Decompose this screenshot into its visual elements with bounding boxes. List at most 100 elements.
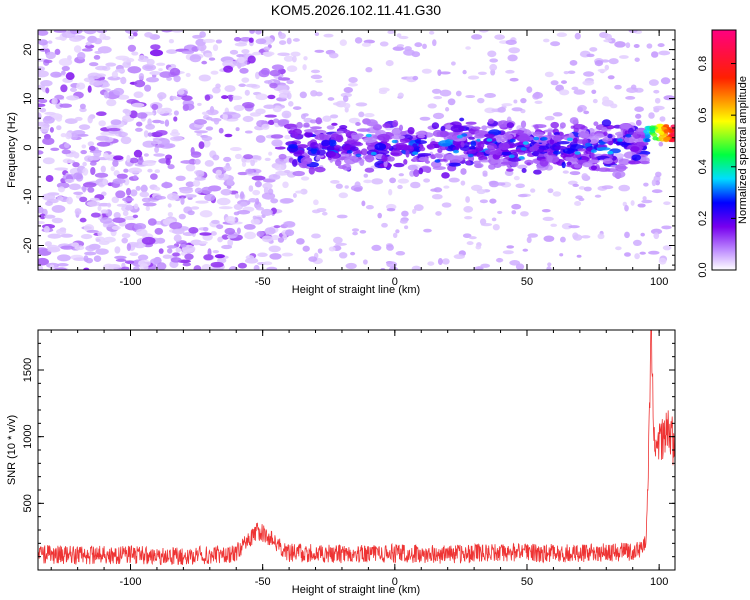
spectrogram-cell [103, 91, 110, 99]
spectrogram-cell [328, 139, 337, 147]
spectrogram-cell [212, 86, 221, 94]
spectrogram-cell [145, 205, 150, 211]
spectrogram-cell [261, 192, 276, 200]
spectrogram-cell [158, 68, 163, 72]
spectrogram-cell [659, 116, 666, 122]
spectrogram-cell [133, 203, 139, 210]
spectrogram-cell [221, 244, 233, 250]
spectrogram-cell [220, 188, 232, 196]
spectrogram-cell [496, 257, 502, 263]
spectrogram-cell [126, 243, 132, 252]
spectrogram-cell [541, 208, 551, 213]
spectrogram-cell [461, 133, 468, 137]
spectrogram-cell [310, 74, 323, 80]
spectrogram-cell [256, 155, 262, 161]
spectrogram-cell [619, 55, 629, 59]
spectrogram-cell [624, 204, 629, 212]
spectrogram-cell [142, 202, 157, 207]
spectrogram-cell [79, 196, 88, 203]
spectrogram-cell [321, 211, 328, 216]
spectrogram-cell [76, 82, 86, 90]
spectrogram-cell [295, 190, 304, 194]
spectrogram-cell [170, 136, 183, 142]
spectrogram-cell [330, 114, 339, 119]
spectrogram-cell [227, 238, 234, 247]
spectrogram-cell [542, 216, 554, 222]
spectrogram-cell [121, 132, 129, 137]
spectrogram-cell [133, 149, 143, 158]
colorbar-ticks: 0.0 0.2 0.4 0.6 0.8 [697, 56, 736, 278]
spectrogram-cell [212, 249, 220, 254]
spectrogram-cell [495, 182, 506, 186]
colorbar-tick-label: 0.8 [697, 56, 709, 71]
spectrogram-cell [130, 189, 138, 197]
spectrogram-y-label: Frequency (Hz) [6, 112, 18, 188]
spectrogram-cell [330, 133, 340, 142]
spectrogram-cell [221, 95, 229, 100]
spectrogram-cell [61, 149, 71, 155]
spectrogram-cell [480, 222, 493, 227]
spectrogram-cell [511, 210, 517, 215]
spectrogram-cell [233, 37, 242, 42]
spectrogram-cell [222, 111, 237, 115]
spectrogram-cell [453, 254, 465, 260]
spectrogram-cell [604, 64, 610, 71]
spectrogram-cell [543, 38, 550, 43]
spectrogram-cell [274, 146, 286, 150]
spectrogram-cell [286, 37, 292, 45]
spectrogram-cell [328, 246, 336, 252]
spectrogram-cell [432, 112, 445, 120]
spectrogram-cell [216, 224, 224, 230]
spectrogram-cell [252, 189, 261, 196]
spectrogram-cell [65, 153, 77, 158]
spectrogram-cell [663, 201, 671, 206]
spectrogram-cell [455, 143, 462, 149]
spectrogram-cell [75, 133, 89, 137]
spectrogram-cell [112, 178, 126, 184]
spectrogram-cell [201, 135, 213, 141]
spectrogram-cell [82, 161, 87, 167]
spectrogram-cell [255, 93, 268, 101]
spectrogram-cell [111, 71, 119, 79]
spectrogram-cell [361, 42, 371, 47]
spectrogram-cell [569, 117, 579, 125]
spectrogram-cell [363, 179, 373, 184]
spectrogram-cell [107, 127, 121, 132]
spectrogram-cell [204, 193, 216, 202]
spectrogram-cell [38, 30, 49, 36]
spectrogram-cell [626, 146, 632, 150]
spectrogram-cell [201, 264, 212, 270]
spectrogram-cell [464, 216, 473, 220]
spectrogram-x-tick-label: -50 [255, 276, 271, 288]
spectrogram-cell [229, 147, 242, 152]
spectrogram-cell [144, 84, 152, 92]
spectrogram-cell [116, 203, 129, 207]
spectrogram-cell [282, 181, 289, 189]
spectrogram-cell [515, 183, 525, 189]
spectrogram-cell [343, 87, 354, 93]
spectrogram-cell [624, 231, 630, 239]
spectrogram-cell [102, 178, 108, 186]
spectrogram-cell [467, 153, 474, 158]
spectrogram-cell [194, 158, 201, 165]
spectrogram-cell [546, 266, 552, 270]
spectrogram-cell [536, 153, 546, 157]
spectrogram-cell [364, 154, 375, 163]
spectrogram-cell [156, 62, 166, 66]
spectrogram-cell [132, 214, 139, 219]
spectrogram-cell [95, 65, 108, 71]
colorbar-label: Normalized spectral amplitude [737, 76, 749, 224]
spectrogram-cell [114, 246, 121, 254]
spectrogram-cell [122, 210, 129, 217]
spectrogram-cell [641, 199, 653, 204]
spectrogram-cell [288, 101, 294, 107]
spectrogram-cell [73, 45, 82, 53]
spectrogram-cell [336, 214, 348, 219]
spectrogram-cell [126, 154, 131, 163]
spectrogram-cell [166, 49, 178, 54]
spectrogram-cell [396, 144, 410, 151]
spectrogram-cell [150, 44, 161, 50]
spectrogram-cell [574, 163, 582, 169]
spectrogram-cell [433, 96, 443, 100]
spectrogram-cell [38, 247, 48, 252]
